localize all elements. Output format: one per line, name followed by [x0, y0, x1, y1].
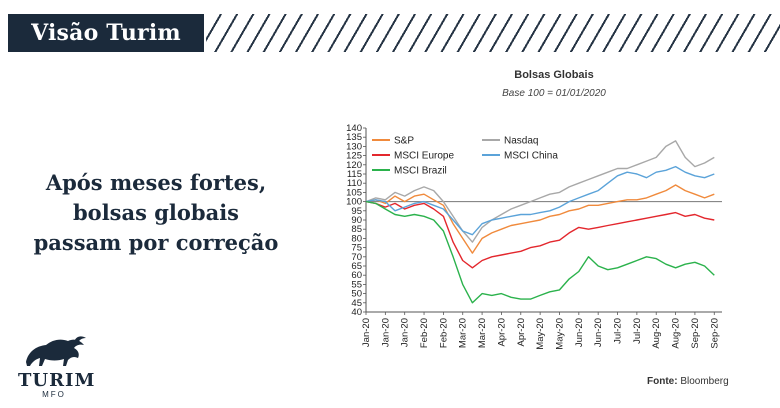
y-tick-label: 65 [351, 261, 362, 272]
y-tick-label: 75 [351, 243, 362, 254]
y-tick-label: 80 [351, 233, 362, 244]
x-tick-label: Sep-20 [690, 318, 701, 349]
header-title: Visão Turim [31, 20, 181, 46]
y-tick-label: 50 [351, 289, 362, 300]
x-tick-label: Feb-20 [419, 318, 430, 348]
x-tick-label: Feb-20 [438, 318, 449, 348]
x-tick-label: Apr-20 [516, 318, 527, 347]
y-tick-label: 95 [351, 206, 362, 217]
y-tick-label: 60 [351, 270, 362, 281]
series-line-s-p [365, 184, 715, 254]
legend-label: MSCI Brazil [394, 166, 447, 177]
bull-icon [26, 336, 86, 366]
y-tick-label: 90 [351, 215, 362, 226]
chart-title: Bolsas Globais [514, 69, 593, 81]
x-tick-label: Aug-20 [671, 318, 682, 349]
headline-line: bolsas globais [73, 200, 239, 225]
y-tick-label: 140 [346, 123, 362, 134]
x-tick-label: Jul-20 [632, 318, 643, 344]
chart-subtitle: Base 100 = 01/01/2020 [502, 88, 606, 99]
series-line-nasdaq [365, 140, 715, 243]
x-tick-label: Sep-20 [709, 318, 720, 349]
y-tick-label: 125 [346, 151, 362, 162]
x-tick-label: Mar-20 [477, 318, 488, 348]
x-tick-label: Jan-20 [400, 318, 411, 347]
y-tick-label: 70 [351, 252, 362, 263]
y-tick-label: 85 [351, 224, 362, 235]
turim-logo: TURIM MFO [18, 332, 96, 400]
header-hatch-decoration [206, 14, 780, 52]
y-tick-label: 105 [346, 187, 362, 198]
x-tick-label: Jul-20 [613, 318, 624, 344]
legend-label: MSCI China [504, 151, 558, 162]
y-tick-label: 100 [346, 197, 362, 208]
x-tick-label: May-20 [535, 318, 546, 350]
source-note: Fonte: Bloomberg [647, 376, 729, 387]
x-tick-label: Jun-20 [574, 318, 585, 347]
headline-line: Após meses fortes, [45, 170, 267, 195]
headline-line: passam por correção [33, 230, 279, 255]
logo-subtitle: MFO [42, 390, 66, 399]
y-tick-label: 130 [346, 141, 362, 152]
x-tick-label: Aug-20 [651, 318, 662, 349]
y-tick-label: 45 [351, 298, 362, 309]
x-tick-label: May-20 [554, 318, 565, 350]
legend-label: Nasdaq [504, 136, 538, 147]
y-tick-label: 115 [347, 169, 362, 180]
y-tick-label: 110 [347, 178, 362, 189]
source-label: Fonte: [647, 376, 678, 387]
source-value: Bloomberg [680, 376, 729, 387]
legend-label: MSCI Europe [394, 151, 454, 162]
x-tick-label: Jan-20 [361, 318, 372, 347]
y-tick-label: 135 [346, 132, 362, 143]
series-line-msci-europe [365, 200, 715, 269]
x-tick-label: Mar-20 [458, 318, 469, 348]
logo-name: TURIM [18, 370, 96, 391]
header-title-box: Visão Turim [8, 14, 204, 52]
series-line-msci-china [365, 165, 715, 236]
x-tick-label: Jan-20 [380, 318, 391, 347]
y-tick-label: 55 [351, 279, 362, 290]
x-tick-label: Jun-20 [593, 318, 604, 347]
series-line-msci-brazil [365, 200, 715, 304]
y-tick-label: 120 [346, 160, 362, 171]
legend-label: S&P [394, 136, 414, 147]
y-tick-label: 40 [351, 307, 362, 318]
x-tick-label: Apr-20 [496, 318, 507, 347]
headline: Após meses fortes, bolsas globais passam… [20, 168, 292, 258]
